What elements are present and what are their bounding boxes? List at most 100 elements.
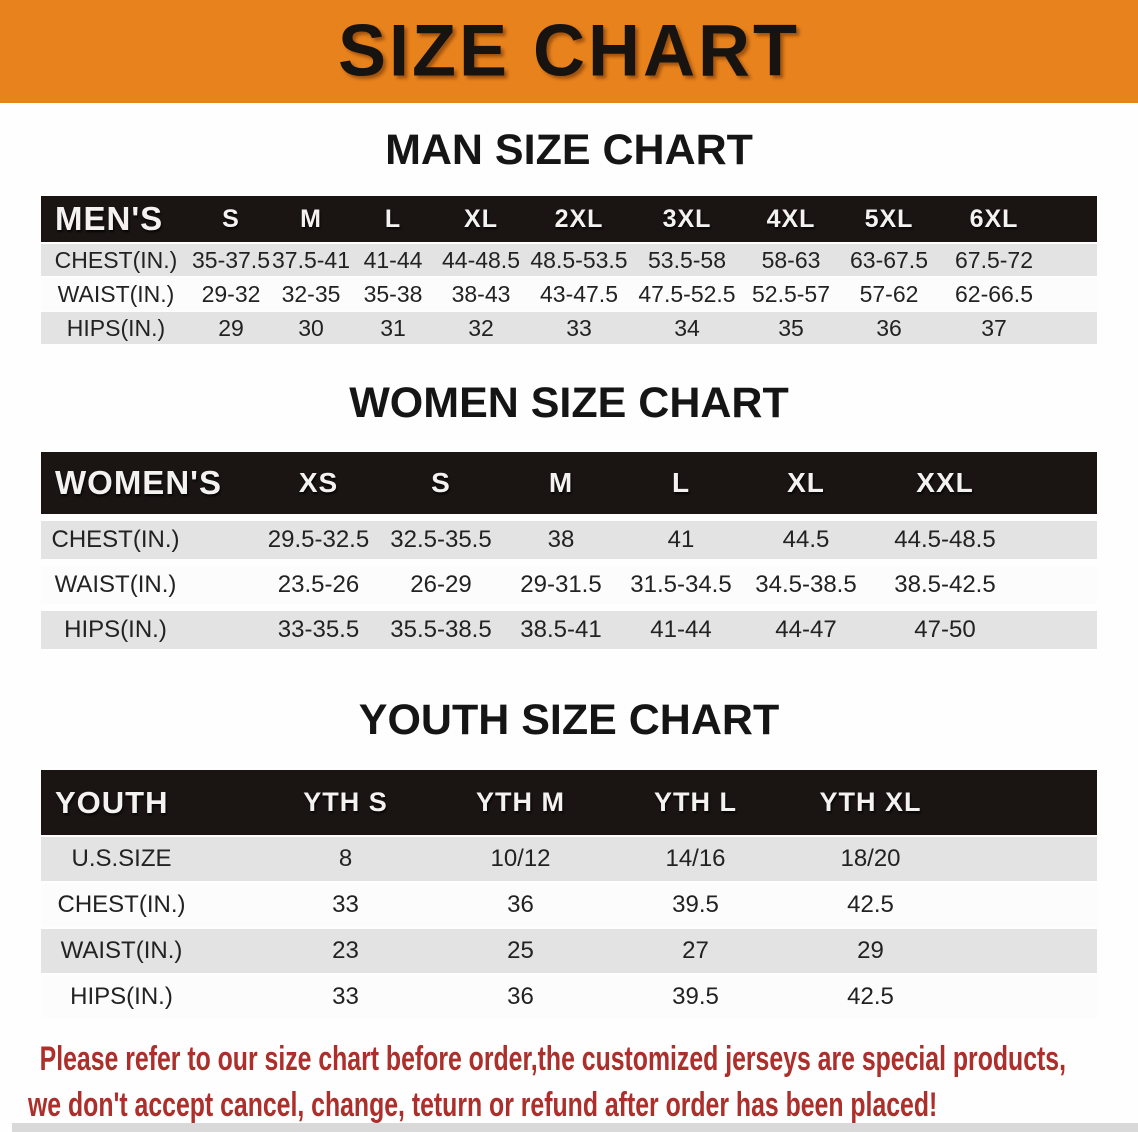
women-table-title: WOMEN'S [55, 464, 223, 501]
cell: 33 [566, 314, 592, 341]
youth-chest-row: CHEST(IN.) 33 36 39.5 42.5 [41, 883, 1097, 927]
cell: 52.5-57 [751, 280, 830, 307]
row-label: HIPS(IN.) [70, 983, 173, 1010]
men-col-header: 3XL [662, 204, 712, 233]
cell: 47.5-52.5 [638, 280, 736, 307]
cell: 36 [507, 891, 534, 918]
cell: 33 [332, 891, 359, 918]
men-col-header: S [222, 204, 240, 233]
men-section-heading: MAN SIZE CHART [385, 126, 753, 174]
cell: 62-66.5 [954, 280, 1033, 307]
cell: 23 [332, 937, 359, 964]
bottom-strip [12, 1123, 1138, 1132]
cell: 48.5-53.5 [530, 246, 628, 273]
cell: 35-38 [363, 280, 423, 307]
men-table-title: MEN'S [55, 200, 164, 237]
women-col-header: XXL [916, 467, 974, 498]
youth-hips-row: HIPS(IN.) 33 36 39.5 42.5 [41, 975, 1097, 1019]
youth-col-header: YTH L [654, 787, 737, 817]
cell: 34.5-38.5 [755, 571, 857, 598]
cell: 31 [380, 314, 406, 341]
men-hips-row: HIPS(IN.) 29 30 31 32 33 34 35 36 37 [41, 312, 1097, 344]
men-col-header: XL [464, 204, 498, 233]
cell: 39.5 [672, 891, 719, 918]
cell: 29-31.5 [520, 571, 602, 598]
cell: 32.5-35.5 [390, 526, 492, 553]
cell: 33 [332, 983, 359, 1010]
cell: 38-43 [451, 280, 511, 307]
cell: 10/12 [490, 845, 551, 872]
row-label: CHEST(IN.) [51, 526, 180, 553]
youth-table-header: YOUTH YTH S YTH M YTH L YTH XL [41, 770, 1097, 835]
cell: 27 [682, 937, 709, 964]
women-size-table: WOMEN'S XS S M L XL XXL CHEST(IN.) 29.5-… [41, 452, 1097, 649]
row-label: U.S.SIZE [71, 845, 172, 872]
cell: 35-37.5 [191, 246, 270, 273]
youth-size-table: YOUTH YTH S YTH M YTH L YTH XL U.S.SIZE … [41, 770, 1097, 1019]
cell: 37.5-41 [271, 246, 350, 273]
cell: 25 [507, 937, 534, 964]
youth-section-heading: YOUTH SIZE CHART [358, 696, 780, 744]
men-col-header: 4XL [766, 204, 816, 233]
row-label: CHEST(IN.) [54, 246, 178, 273]
cell: 29 [218, 314, 244, 341]
women-waist-row: WAIST(IN.) 23.5-26 26-29 29-31.5 31.5-34… [41, 566, 1097, 604]
cell: 18/20 [840, 845, 901, 872]
youth-col-header: YTH M [476, 787, 565, 817]
men-col-header: 2XL [554, 204, 604, 233]
youth-col-header: YTH S [303, 787, 388, 817]
women-chest-row: CHEST(IN.) 29.5-32.5 32.5-35.5 38 41 44.… [41, 521, 1097, 559]
youth-waist-row: WAIST(IN.) 23 25 27 29 [41, 929, 1097, 973]
cell: 29-32 [201, 280, 261, 307]
row-label: HIPS(IN.) [66, 314, 166, 341]
cell: 39.5 [672, 983, 719, 1010]
row-label: HIPS(IN.) [64, 616, 167, 643]
cell: 41-44 [650, 616, 712, 643]
cell: 44-48.5 [441, 246, 520, 273]
cell: 35.5-38.5 [390, 616, 492, 643]
row-label: CHEST(IN.) [57, 891, 186, 918]
cell: 8 [338, 845, 353, 872]
men-col-header: M [300, 204, 322, 233]
cell: 38.5-42.5 [894, 571, 996, 598]
cell: 47-50 [914, 616, 976, 643]
disclaimer-line-1: Please refer to our size chart before or… [39, 1040, 1066, 1078]
women-hips-row: HIPS(IN.) 33-35.5 35.5-38.5 38.5-41 41-4… [41, 611, 1097, 649]
cell: 44-47 [775, 616, 837, 643]
cell: 43-47.5 [539, 280, 618, 307]
cell: 32-35 [281, 280, 341, 307]
cell: 29.5-32.5 [267, 526, 370, 553]
row-label: WAIST(IN.) [57, 280, 175, 307]
women-col-header: XL [787, 467, 825, 498]
cell: 33-35.5 [277, 616, 360, 643]
men-col-header: L [384, 204, 402, 233]
cell: 38.5-41 [520, 616, 602, 643]
cell: 41 [667, 526, 695, 553]
women-col-header: M [548, 467, 574, 498]
cell: 14/16 [665, 845, 726, 872]
cell: 63-67.5 [849, 246, 928, 273]
cell: 32 [468, 314, 494, 341]
cell: 58-63 [761, 246, 821, 273]
men-table-header: MEN'S S M L XL 2XL 3XL 4XL 5XL 6XL [41, 196, 1097, 242]
youth-col-header: YTH XL [819, 787, 922, 817]
cell: 41-44 [363, 246, 423, 273]
women-table-header: WOMEN'S XS S M L XL XXL [41, 452, 1097, 514]
cell: 44.5-48.5 [894, 526, 996, 553]
cell: 29 [857, 937, 884, 964]
men-col-header: 6XL [969, 204, 1019, 233]
women-col-header: S [431, 467, 451, 498]
cell: 53.5-58 [647, 246, 726, 273]
men-col-header: 5XL [864, 204, 914, 233]
cell: 35 [778, 314, 804, 341]
women-section-heading: WOMEN SIZE CHART [349, 379, 789, 427]
cell: 36 [507, 983, 534, 1010]
page-title: SIZE CHART [338, 10, 800, 92]
youth-table-title: YOUTH [55, 784, 169, 820]
cell: 42.5 [847, 983, 894, 1010]
banner: SIZE CHART [0, 0, 1138, 103]
cell: 37 [981, 314, 1007, 341]
cell: 42.5 [847, 891, 894, 918]
cell: 34 [674, 314, 700, 341]
